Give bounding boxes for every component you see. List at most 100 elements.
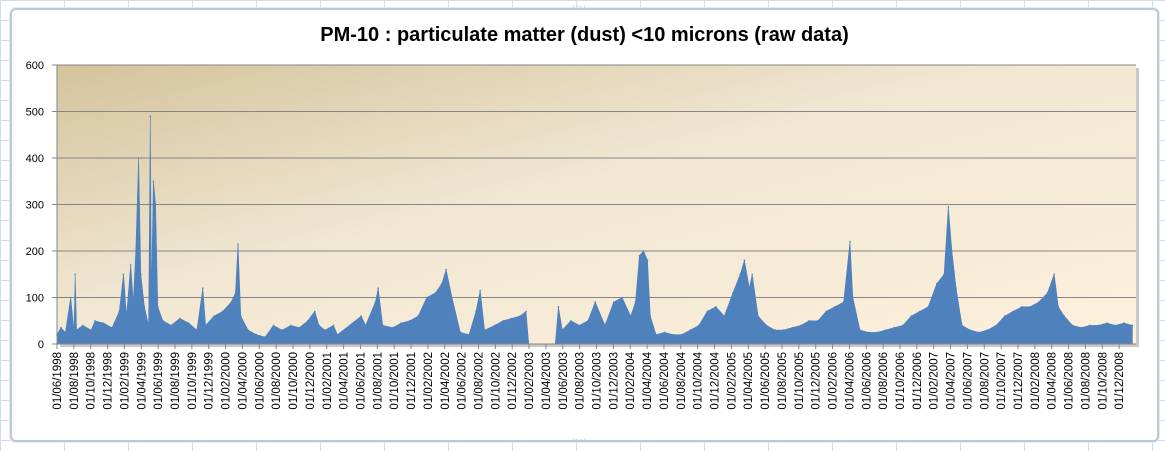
data-point (986, 329, 989, 331)
x-tick-label: 01/08/1998 (69, 352, 81, 410)
x-tick-label: 01/04/2001 (339, 352, 351, 410)
data-point (475, 310, 477, 313)
data-point (314, 310, 316, 313)
data-point (364, 324, 367, 327)
data-point (947, 206, 950, 208)
data-point (324, 329, 326, 331)
data-point (782, 329, 785, 331)
y-tick-label: 300 (26, 200, 44, 212)
x-tick-label: 01/06/2008 (1064, 352, 1076, 410)
data-point (1003, 315, 1006, 317)
data-point (612, 301, 615, 303)
pm10-area-series (56, 116, 1133, 345)
x-tick-label: 01/04/2008 (1047, 352, 1059, 410)
data-point (884, 329, 887, 331)
data-point (1106, 322, 1108, 324)
data-point (867, 331, 870, 334)
y-tick-label: 400 (26, 153, 44, 165)
data-point (81, 324, 84, 327)
x-tick-label: 01/06/2003 (558, 352, 570, 410)
data-point (757, 315, 759, 317)
resize-handle-bottom[interactable]: ···· (572, 435, 587, 444)
y-tick-label: 100 (26, 293, 44, 305)
x-tick-label: 01/02/2004 (625, 351, 637, 409)
data-point (825, 310, 827, 313)
data-point (732, 292, 734, 294)
data-point (118, 310, 121, 313)
x-tick-label: 01/02/2006 (828, 352, 840, 410)
data-point (400, 322, 402, 324)
x-tick-label: 01/08/2005 (777, 352, 789, 410)
x-tick-label: 01/10/2005 (794, 352, 806, 410)
data-point (680, 333, 683, 336)
x-tick-label: 01/06/2002 (457, 352, 469, 410)
data-point (587, 320, 589, 322)
data-point (561, 329, 564, 331)
data-point (170, 324, 172, 327)
data-point (102, 322, 105, 324)
data-point (152, 180, 155, 183)
data-point (955, 287, 957, 290)
data-point (876, 331, 878, 334)
data-point (663, 331, 666, 334)
data-point (135, 250, 137, 252)
x-tick-label: 01/02/2000 (221, 352, 233, 410)
data-point (961, 324, 963, 327)
data-point (510, 317, 513, 320)
data-point (493, 324, 496, 327)
data-point (64, 331, 67, 334)
data-point (649, 315, 652, 317)
data-point (426, 296, 428, 299)
data-point (94, 320, 96, 322)
x-tick-label: 01/08/2007 (979, 352, 991, 410)
x-tick-label: 01/12/2000 (305, 352, 317, 410)
x-tick-label: 01/06/1998 (52, 352, 64, 410)
data-point (849, 240, 851, 243)
resize-handle-top[interactable]: ···· (572, 2, 587, 11)
x-tick-label: 01/06/2007 (962, 352, 974, 410)
data-point (157, 306, 159, 308)
x-tick-label: 01/08/2001 (372, 352, 384, 410)
x-tick-label: 01/04/2006 (844, 352, 856, 410)
data-point (1038, 301, 1040, 303)
data-point (129, 264, 132, 266)
x-tick-label: 01/04/2005 (743, 352, 755, 410)
data-point (765, 324, 768, 327)
x-tick-label: 01/06/2006 (861, 352, 873, 410)
x-tick-label: 01/02/2008 (1030, 352, 1042, 410)
x-tick-label: 01/02/1999 (119, 352, 131, 410)
data-point (800, 324, 802, 327)
x-tick-label: 01/12/2007 (1013, 352, 1025, 410)
data-point (75, 329, 78, 331)
data-point (479, 289, 482, 292)
data-point (910, 315, 912, 317)
data-point (1046, 292, 1049, 294)
data-point (951, 250, 953, 252)
data-point (723, 315, 726, 317)
x-tick-label: 01/08/2000 (271, 352, 283, 410)
x-tick-label: 01/06/1999 (153, 352, 165, 410)
data-point (995, 324, 997, 327)
data-point (739, 273, 741, 276)
data-point (834, 306, 836, 308)
data-point (140, 273, 142, 276)
x-tick-label: 01/10/1998 (86, 352, 98, 410)
data-point (502, 320, 504, 322)
x-tick-label: 01/10/1999 (187, 352, 199, 410)
data-point (318, 324, 320, 327)
data-point (483, 329, 486, 331)
data-point (519, 315, 521, 317)
y-tick-label: 600 (26, 60, 44, 72)
data-point (237, 243, 239, 245)
data-point (1097, 324, 1100, 327)
data-point (604, 324, 606, 327)
x-tick-label: 01/12/1998 (103, 352, 115, 410)
data-point (336, 333, 339, 336)
data-point (377, 287, 380, 290)
x-tick-label: 01/10/2000 (288, 352, 300, 410)
data-point (842, 301, 845, 303)
x-tick-label: 01/08/2003 (575, 352, 587, 410)
data-point (1123, 322, 1125, 324)
data-point (74, 273, 76, 276)
